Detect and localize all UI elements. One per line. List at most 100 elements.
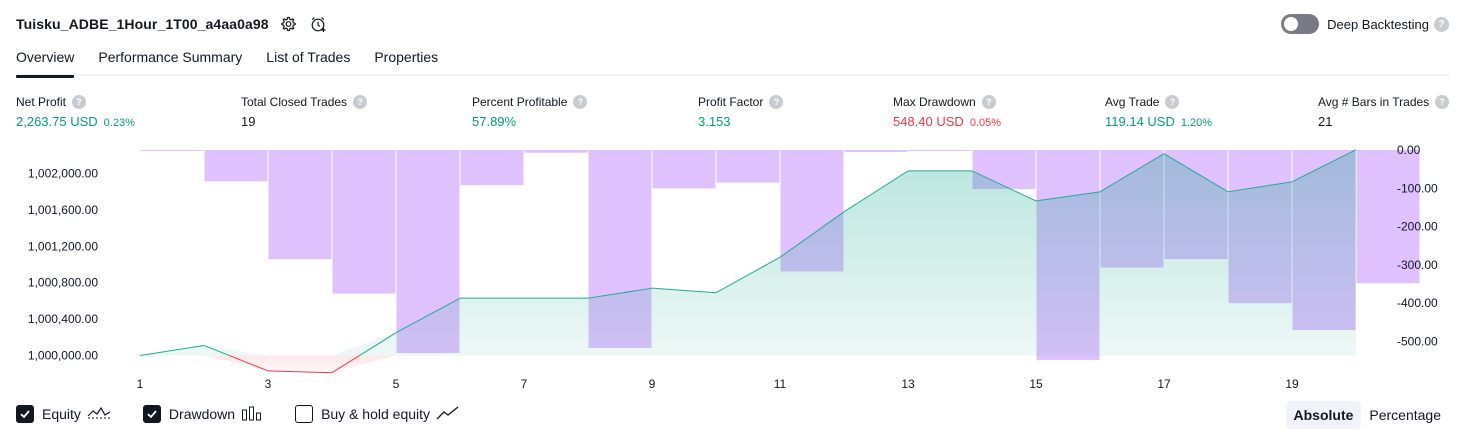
drawdown-bar: [524, 150, 588, 153]
equity-line-segment: [1163, 153, 1229, 193]
report-tabs: Overview Performance Summary List of Tra…: [16, 48, 1450, 78]
help-icon[interactable]: ?: [981, 94, 996, 109]
metric-percent: 0.23%: [103, 117, 135, 129]
legend-buy-hold[interactable]: Buy & hold equity: [295, 405, 460, 424]
metric-avg-bars-in-trades: Avg # Bars in Trades? 21: [1318, 93, 1450, 129]
drawdown-bar: [332, 150, 396, 294]
x-axis-tick-label: 13: [901, 377, 915, 391]
x-axis-tick-label: 17: [1157, 377, 1171, 391]
metric-label: Profit Factor: [698, 94, 764, 109]
metric-percent: 0.05%: [969, 117, 1002, 129]
x-axis-tick-label: 1: [137, 377, 144, 391]
equity-label: Equity: [42, 406, 81, 422]
legend-drawdown[interactable]: Drawdown: [142, 405, 263, 424]
drawdown-bar: [140, 150, 204, 151]
left-axis-tick-label: 1,001,200.00: [28, 239, 98, 253]
right-axis-tick-label: -500.00: [1397, 334, 1438, 348]
equity-line-segment: [1035, 191, 1101, 202]
equity-line-segment: [651, 287, 717, 294]
metric-value: 57.89%: [472, 114, 517, 129]
drawdown-bar: [460, 150, 524, 186]
left-axis-tick-label: 1,000,400.00: [28, 312, 98, 326]
deep-backtesting-label: Deep Backtesting: [1327, 16, 1429, 32]
right-axis-tick-label: -300.00: [1397, 258, 1438, 272]
equity-loss-area: [140, 355, 1356, 373]
equity-area: [140, 149, 1356, 356]
metric-value: 19: [241, 114, 256, 129]
help-icon[interactable]: ?: [72, 94, 87, 109]
equity-line-segment: [1291, 149, 1357, 183]
drawdown-bar: [652, 150, 716, 189]
x-axis-tick-label: 11: [774, 377, 787, 391]
metric-label: Max Drawdown: [893, 94, 976, 109]
drawdown-checkbox[interactable]: [142, 405, 161, 423]
metric-label: Net Profit: [16, 94, 67, 109]
help-icon[interactable]: ?: [769, 94, 784, 109]
x-axis-tick-label: 5: [393, 377, 400, 391]
help-icon[interactable]: ?: [353, 94, 368, 109]
absolute-button[interactable]: Absolute: [1285, 401, 1362, 429]
left-axis-tick-label: 1,001,600.00: [28, 203, 98, 217]
drawdown-bar: [268, 150, 332, 260]
settings-icon[interactable]: [277, 13, 299, 35]
deep-backtesting-control: Deep Backtesting ?: [1281, 14, 1449, 34]
help-icon[interactable]: ?: [1435, 94, 1450, 109]
metric-label: Avg # Bars in Trades: [1318, 94, 1430, 109]
drawdown-bar: [1356, 150, 1420, 284]
tab-overview[interactable]: Overview: [16, 48, 75, 78]
equity-line-icon: [87, 405, 111, 424]
percentage-button[interactable]: Percentage: [1369, 407, 1441, 423]
equity-line-segment: [359, 332, 397, 356]
equity-line-segment: [267, 370, 333, 374]
metric-value: 548.40 USD: [893, 114, 964, 129]
metric-total-closed-trades: Total Closed Trades? 19: [241, 93, 368, 129]
metrics-row: Net Profit? 2,263.75 USD 0.23% Total Clos…: [0, 93, 1466, 133]
x-axis-tick-label: 9: [649, 377, 656, 391]
metric-value: 2,263.75 USD: [16, 114, 98, 129]
metric-percent: 1.20%: [1180, 117, 1213, 129]
equity-line-segment: [843, 170, 909, 213]
equity-line-segment: [203, 344, 230, 356]
right-axis-tick-label: -100.00: [1397, 181, 1438, 195]
left-axis-tick-label: 1,000,800.00: [28, 276, 98, 290]
x-axis-tick-label: 7: [521, 377, 528, 391]
drawdown-bar: [204, 150, 268, 182]
drawdown-bar: [908, 150, 972, 151]
add-alert-icon[interactable]: [307, 13, 329, 35]
help-icon[interactable]: ?: [573, 94, 588, 109]
buy-hold-label: Buy & hold equity: [321, 406, 431, 422]
metric-label: Percent Profitable: [472, 94, 568, 109]
buy-hold-checkbox[interactable]: [295, 405, 314, 423]
strategy-header: Tuisku_ADBE_1Hour_1T00_a4aa0a98: [16, 13, 329, 35]
x-axis-tick-label: 15: [1029, 377, 1043, 391]
buy-hold-line-icon: [436, 405, 460, 424]
strategy-title: Tuisku_ADBE_1Hour_1T00_a4aa0a98: [16, 16, 269, 32]
legend-equity[interactable]: Equity: [16, 405, 111, 424]
equity-drawdown-chart[interactable]: 1,002,000.00 1,001,600.00 1,001,200.00 1,00…: [0, 140, 1466, 398]
right-axis-tick-label: -400.00: [1397, 296, 1438, 310]
metric-value: 119.14 USD: [1105, 114, 1175, 129]
metric-percent-profitable: Percent Profitable? 57.89%: [472, 93, 588, 129]
tab-list-of-trades[interactable]: List of Trades: [266, 49, 351, 65]
help-icon[interactable]: ?: [1434, 16, 1449, 32]
drawdown-bar: [716, 150, 780, 183]
left-axis-tick-label: 1,002,000.00: [28, 167, 98, 181]
equity-checkbox[interactable]: [16, 405, 34, 423]
x-axis-tick-label: 3: [265, 377, 272, 391]
metric-label: Total Closed Trades: [241, 94, 348, 109]
chart-legend: Equity Drawdown Buy & hold equity: [16, 403, 492, 425]
metric-value: 21: [1318, 114, 1333, 129]
tab-performance-summary[interactable]: Performance Summary: [98, 49, 243, 65]
right-axis-tick-label: 0.00: [1397, 143, 1421, 157]
equity-line-segment: [1099, 153, 1165, 193]
drawdown-bar: [844, 150, 908, 152]
metric-label: Avg Trade: [1105, 94, 1160, 109]
drawdown-bars-icon: [241, 405, 263, 424]
tab-properties[interactable]: Properties: [374, 49, 439, 65]
metric-max-drawdown: Max Drawdown? 548.40 USD 0.05%: [893, 93, 1001, 129]
deep-backtesting-toggle[interactable]: [1281, 14, 1320, 34]
equity-line-segment: [139, 344, 205, 356]
equity-line-segment: [228, 354, 269, 372]
help-icon[interactable]: ?: [1165, 94, 1180, 109]
equity-line-segment: [715, 256, 781, 294]
